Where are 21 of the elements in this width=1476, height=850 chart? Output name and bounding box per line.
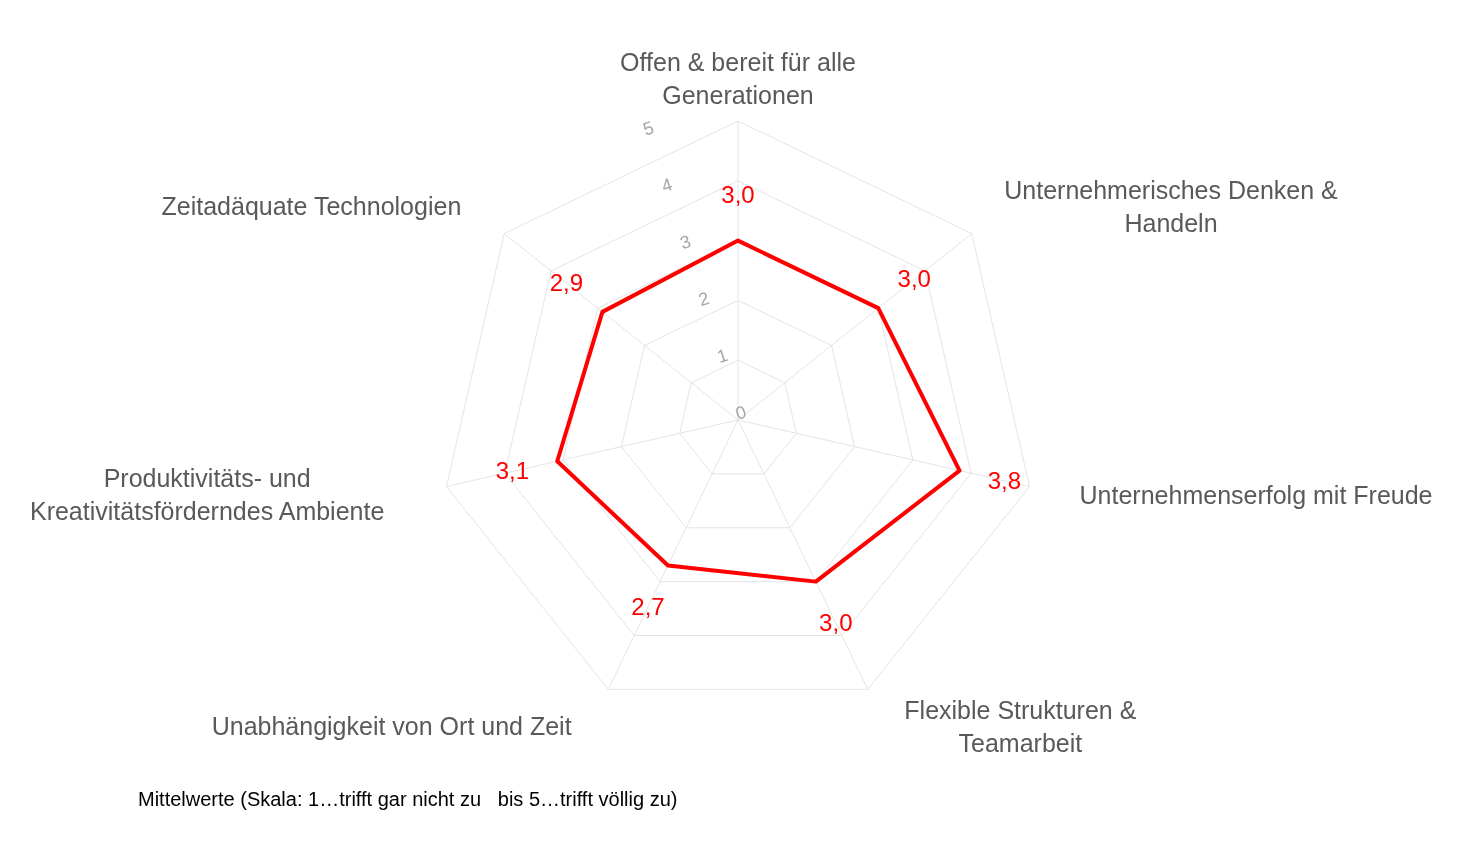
y-tick-label: 1 xyxy=(714,344,731,367)
data-label: 2,7 xyxy=(631,592,665,620)
text: Mittelwerte (Skala: 1…trifft gar nicht zu bis 5…trifft völlig zu) xyxy=(138,788,679,811)
y-tick-label: 5 xyxy=(640,117,657,140)
data-label: 3,0 xyxy=(721,180,755,208)
y-tick-label: 3 xyxy=(677,231,694,254)
data-label: 3,8 xyxy=(987,466,1022,494)
y-tick-label: 0 xyxy=(733,401,749,424)
y-tick-label: 2 xyxy=(696,287,712,311)
spoke-label: Zeitadäquate Technologien xyxy=(161,192,462,221)
data-label: 3,0 xyxy=(897,265,931,293)
data-label: 2,9 xyxy=(549,269,584,297)
spoke-label: Unternehmenserfolg mit Freude xyxy=(1079,480,1433,509)
data-label: 3,1 xyxy=(495,457,530,485)
spoke-label: Unabhängigkeit von Ort und Zeit xyxy=(211,712,572,741)
spoke-label: Flexible Strukturen & Teamarbeit xyxy=(904,695,1137,757)
y-tick-label: 4 xyxy=(659,174,675,197)
spoke-label: Offen & bereit für alle Generationen xyxy=(620,47,856,109)
spoke-label: Unternehmerisches Denken & Handeln xyxy=(1004,175,1339,237)
data-label: 3,0 xyxy=(819,609,853,637)
spoke-label: Produktivitäts- und Kreativitätsförderndes Ambiente xyxy=(29,464,385,526)
